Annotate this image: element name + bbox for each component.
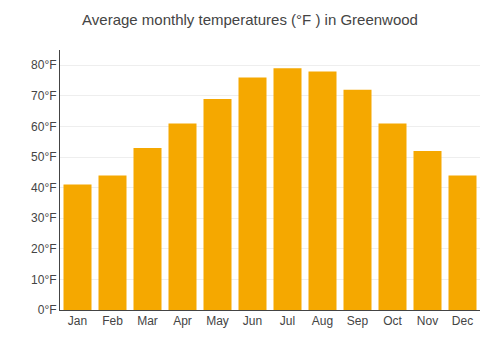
svg-text:10°F: 10°F [31, 273, 56, 287]
svg-text:20°F: 20°F [31, 242, 56, 256]
svg-text:Average monthly temperatures (: Average monthly temperatures (°F ) in Gr… [82, 11, 418, 28]
svg-text:Dec: Dec [452, 314, 473, 328]
svg-text:Feb: Feb [102, 314, 123, 328]
svg-text:May: May [206, 314, 229, 328]
svg-text:Sep: Sep [347, 314, 369, 328]
svg-text:Nov: Nov [417, 314, 438, 328]
svg-text:Oct: Oct [383, 314, 402, 328]
svg-text:70°F: 70°F [31, 89, 56, 103]
svg-text:30°F: 30°F [31, 211, 56, 225]
svg-text:Mar: Mar [137, 314, 158, 328]
svg-text:0°F: 0°F [38, 303, 57, 317]
svg-text:Jun: Jun [243, 314, 262, 328]
svg-text:40°F: 40°F [31, 181, 56, 195]
svg-text:Jan: Jan [68, 314, 87, 328]
svg-text:60°F: 60°F [31, 120, 56, 134]
svg-text:50°F: 50°F [31, 150, 56, 164]
svg-text:Apr: Apr [173, 314, 192, 328]
svg-text:Aug: Aug [312, 314, 333, 328]
svg-text:80°F: 80°F [31, 58, 56, 72]
svg-text:Jul: Jul [280, 314, 295, 328]
